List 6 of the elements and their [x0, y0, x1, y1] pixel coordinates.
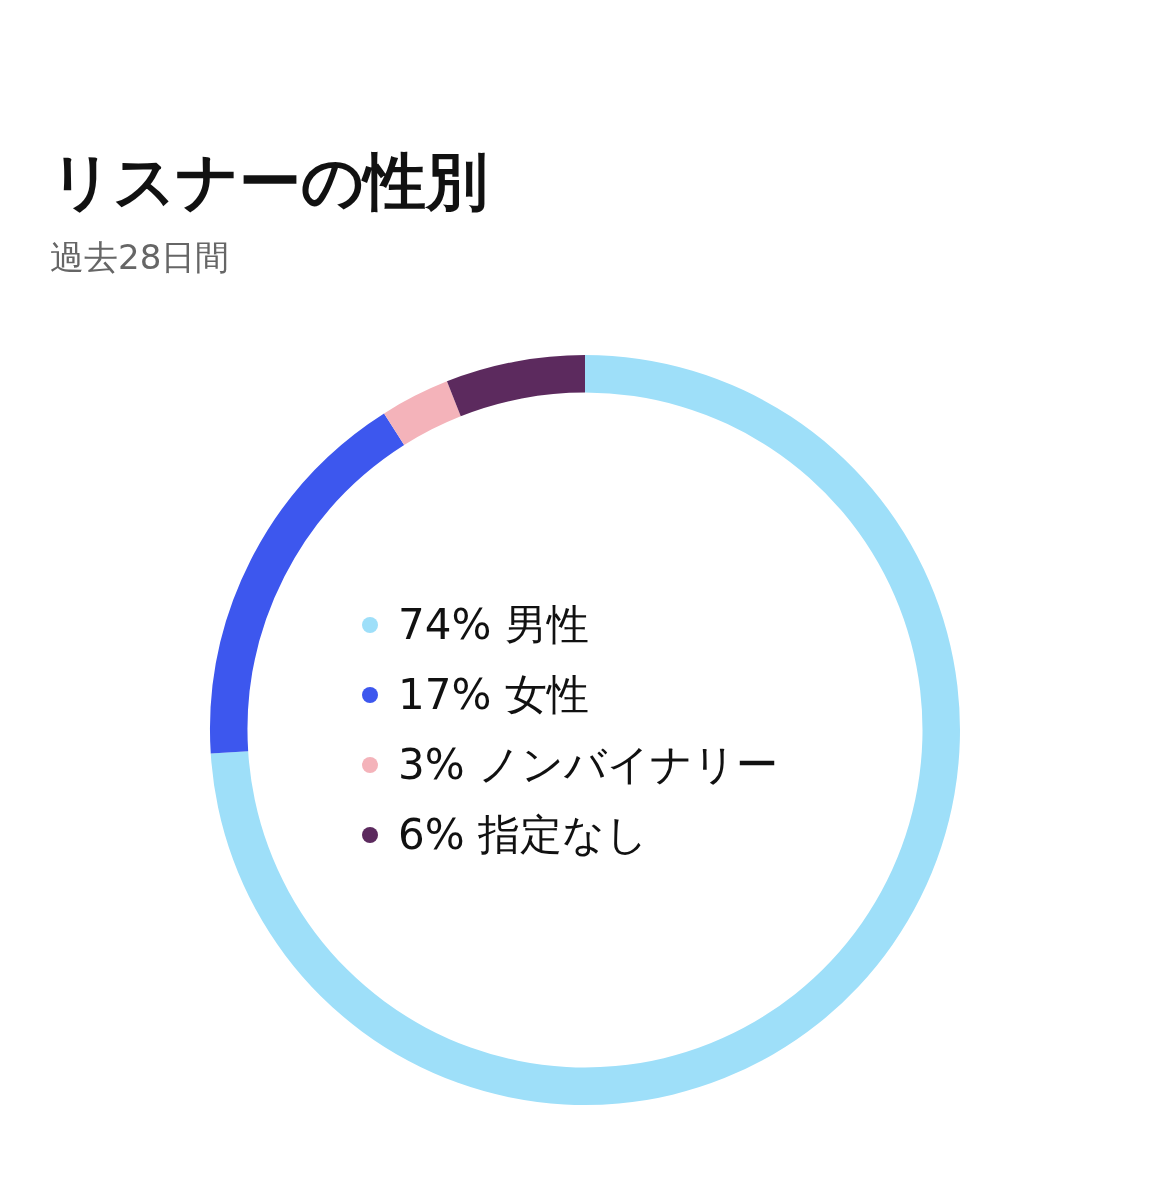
chart-title: リスナーの性別 [50, 144, 488, 220]
legend-label: 74% 男性 [398, 599, 589, 651]
legend-label: 3% ノンバイナリー [398, 739, 778, 791]
legend-label: 6% 指定なし [398, 809, 648, 861]
legend-label: 17% 女性 [398, 669, 589, 721]
chart-subtitle: 過去28日間 [50, 236, 230, 279]
